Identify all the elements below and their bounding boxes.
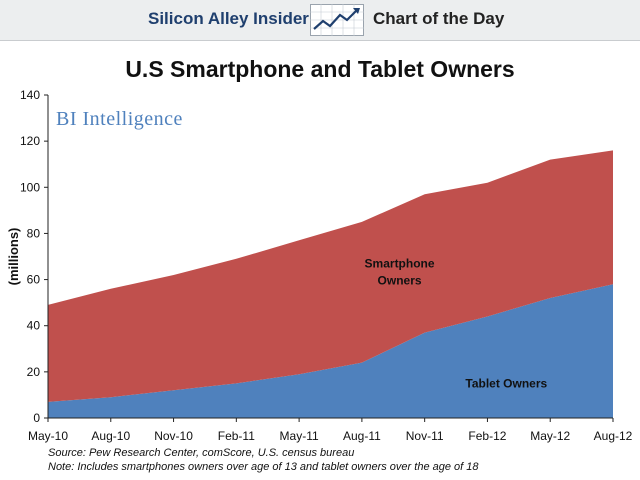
y-tick-label: 80 [27, 226, 41, 240]
y-tick-label: 100 [20, 180, 40, 194]
brand-name: Silicon Alley Insider [148, 9, 309, 28]
x-tick-label: Aug-12 [594, 429, 633, 443]
x-tick-label: Feb-11 [218, 429, 255, 443]
chart-title: U.S Smartphone and Tablet Owners [125, 56, 515, 82]
y-tick-label: 120 [20, 134, 40, 148]
series-annotation-smartphone-owners: Owners [378, 274, 422, 288]
x-tick-label: May-10 [28, 429, 68, 443]
x-tick-label: Nov-10 [154, 429, 193, 443]
y-tick-label: 40 [27, 319, 41, 333]
y-tick-label: 0 [33, 411, 40, 425]
x-tick-label: May-11 [280, 429, 319, 443]
x-tick-label: Nov-11 [406, 429, 444, 443]
x-tick-label: Feb-12 [468, 429, 506, 443]
header-bar: Silicon Alley Insider Chart of the Day [0, 0, 640, 41]
x-tick-label: Aug-11 [343, 429, 381, 443]
y-tick-label: 20 [27, 365, 41, 379]
y-axis-label: (millions) [6, 228, 21, 286]
x-tick-label: Aug-10 [91, 429, 130, 443]
source-note: Source: Pew Research Center, comScore, U… [48, 447, 355, 459]
series-annotation-tablet-owners: Tablet Owners [465, 377, 547, 391]
y-tick-label: 140 [20, 88, 40, 102]
methodology-note: Note: Includes smartphones owners over a… [48, 461, 479, 473]
chart-logo-icon [310, 4, 364, 36]
series-annotation-smartphone-owners: Smartphone [365, 257, 435, 271]
section-title: Chart of the Day [373, 9, 505, 28]
bi-intelligence-watermark: BI Intelligence [56, 108, 183, 130]
x-tick-label: May-12 [530, 429, 570, 443]
series-area-1 [48, 150, 613, 402]
series-area-0 [48, 284, 613, 418]
y-tick-label: 60 [27, 273, 41, 287]
